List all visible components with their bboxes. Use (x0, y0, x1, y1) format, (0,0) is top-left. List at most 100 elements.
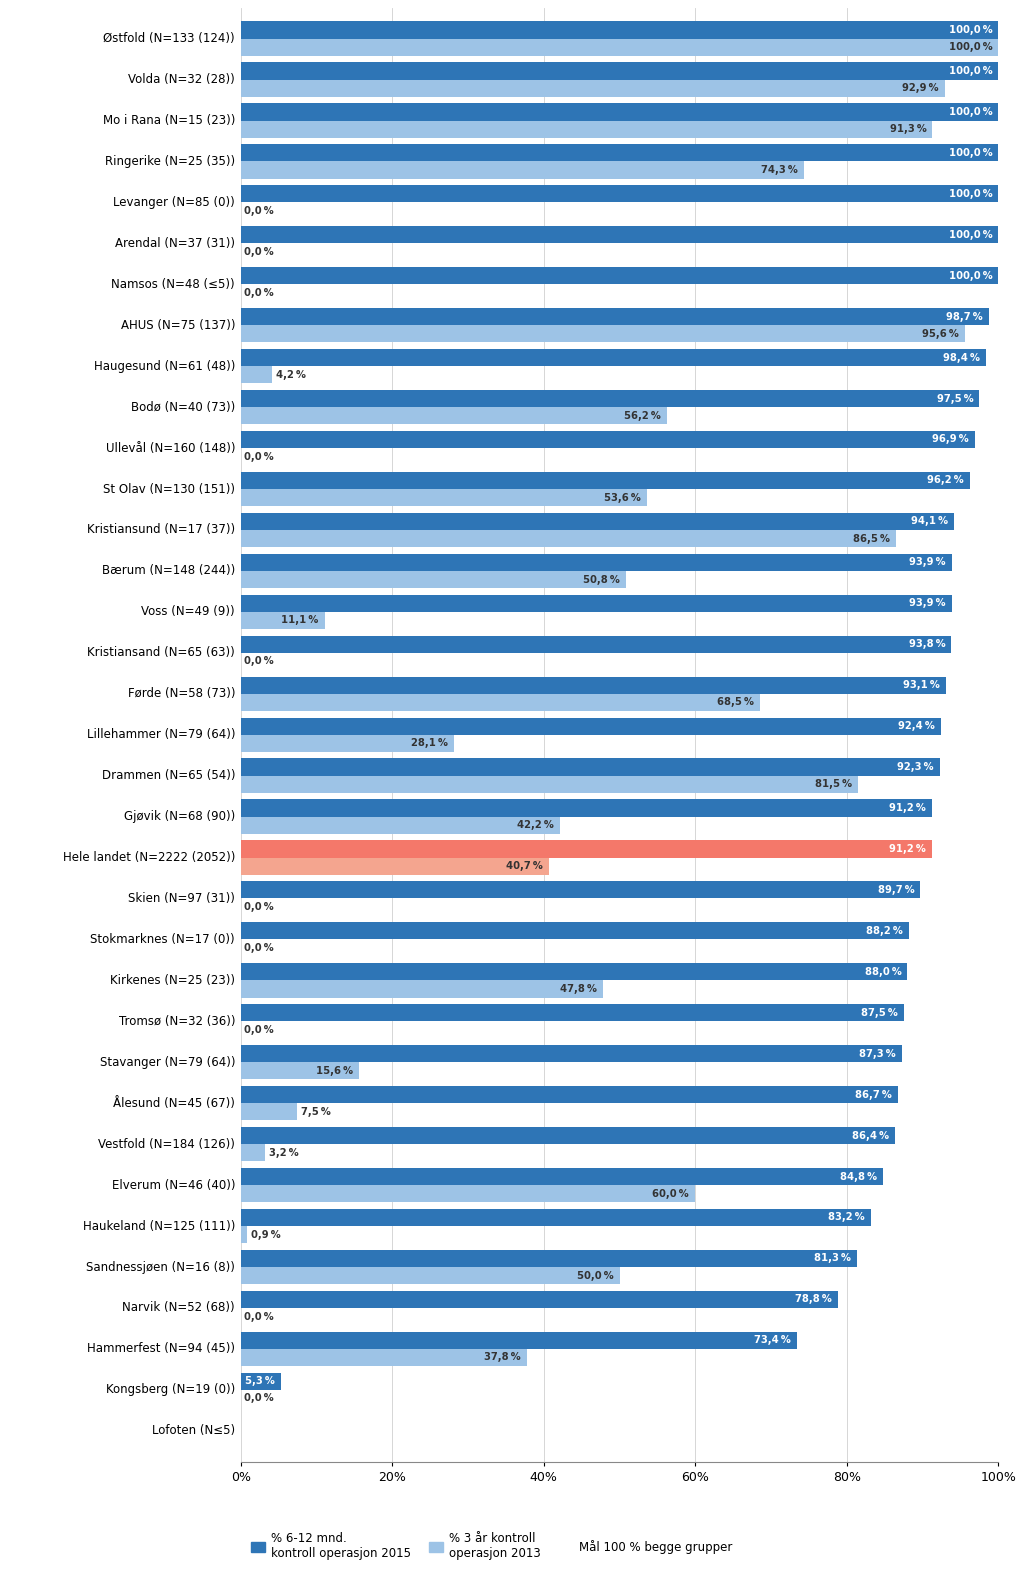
Bar (241, 431, 975, 449)
Bar (241, 594, 952, 611)
Bar (241, 1005, 904, 1021)
Bar (241, 1226, 248, 1243)
Text: 100,0 %: 100,0 % (948, 149, 992, 158)
Text: 88,0 %: 88,0 % (864, 967, 901, 976)
Bar (241, 226, 998, 243)
Bar (241, 1127, 895, 1144)
Text: 96,9 %: 96,9 % (932, 435, 969, 444)
Bar (241, 964, 907, 980)
Bar (241, 611, 325, 629)
Text: 0,0 %: 0,0 % (245, 1311, 274, 1321)
Text: 94,1 %: 94,1 % (910, 517, 947, 526)
Text: 50,8 %: 50,8 % (583, 575, 620, 585)
Text: 0,0 %: 0,0 % (245, 943, 274, 953)
Bar (241, 514, 953, 529)
Bar (241, 1291, 838, 1308)
Text: 100,0 %: 100,0 % (948, 229, 992, 240)
Text: 78,8 %: 78,8 % (795, 1294, 831, 1305)
Text: 0,0 %: 0,0 % (245, 902, 274, 912)
Text: 87,5 %: 87,5 % (861, 1008, 898, 1018)
Bar (241, 776, 858, 793)
Bar (241, 529, 896, 547)
Text: 92,4 %: 92,4 % (898, 720, 935, 732)
Bar (241, 553, 952, 570)
Bar (241, 635, 951, 653)
Text: 0,0 %: 0,0 % (245, 205, 274, 216)
Text: 0,9 %: 0,9 % (251, 1229, 281, 1240)
Text: 0,0 %: 0,0 % (245, 1025, 274, 1035)
Text: 100,0 %: 100,0 % (948, 107, 992, 117)
Bar (241, 758, 940, 776)
Bar (241, 490, 647, 506)
Text: 74,3 %: 74,3 % (761, 164, 798, 175)
Text: 0,0 %: 0,0 % (245, 288, 274, 299)
Bar (241, 676, 946, 694)
Bar (241, 349, 986, 367)
Bar (241, 1185, 695, 1202)
Bar (241, 120, 933, 137)
Bar (241, 144, 998, 161)
Bar (241, 858, 549, 875)
Text: 86,7 %: 86,7 % (855, 1090, 892, 1100)
Bar (241, 882, 921, 899)
Bar (241, 161, 804, 179)
Bar (241, 185, 998, 202)
Bar (241, 103, 998, 120)
Text: 42,2 %: 42,2 % (517, 820, 554, 830)
Text: 89,7 %: 89,7 % (878, 885, 914, 894)
Text: 91,2 %: 91,2 % (889, 803, 926, 814)
Bar (241, 1044, 902, 1062)
Legend: % 6-12 mnd.
kontroll operasjon 2015, % 3 år kontroll
operasjon 2013, Mål 100 % b: % 6-12 mnd. kontroll operasjon 2015, % 3… (247, 1528, 736, 1564)
Text: 100,0 %: 100,0 % (948, 25, 992, 35)
Text: 60,0 %: 60,0 % (652, 1188, 689, 1199)
Bar (241, 472, 970, 490)
Text: 81,5 %: 81,5 % (815, 779, 852, 790)
Text: 83,2 %: 83,2 % (828, 1212, 865, 1223)
Text: 40,7 %: 40,7 % (506, 861, 543, 871)
Text: 0,0 %: 0,0 % (245, 1394, 274, 1403)
Text: 81,3 %: 81,3 % (814, 1253, 851, 1264)
Text: 95,6 %: 95,6 % (923, 329, 959, 338)
Text: 37,8 %: 37,8 % (484, 1352, 521, 1362)
Bar (241, 325, 965, 343)
Text: 68,5 %: 68,5 % (717, 697, 754, 708)
Text: 5,3 %: 5,3 % (245, 1376, 274, 1386)
Bar (241, 923, 909, 940)
Bar (241, 1250, 857, 1267)
Bar (241, 735, 454, 752)
Bar (241, 38, 998, 55)
Text: 87,3 %: 87,3 % (859, 1049, 896, 1059)
Text: 93,8 %: 93,8 % (908, 640, 945, 649)
Text: 11,1 %: 11,1 % (282, 616, 318, 626)
Bar (241, 390, 979, 408)
Bar (241, 367, 272, 384)
Bar (241, 570, 626, 588)
Text: 91,2 %: 91,2 % (889, 844, 926, 853)
Bar (241, 1144, 265, 1161)
Bar (241, 817, 560, 834)
Text: 100,0 %: 100,0 % (948, 66, 992, 76)
Text: 100,0 %: 100,0 % (948, 270, 992, 281)
Bar (241, 1332, 797, 1349)
Bar (241, 1062, 358, 1079)
Bar (241, 308, 988, 325)
Bar (241, 694, 760, 711)
Text: 98,4 %: 98,4 % (943, 352, 980, 362)
Bar (241, 267, 998, 284)
Text: 0,0 %: 0,0 % (245, 246, 274, 258)
Text: 93,9 %: 93,9 % (909, 558, 946, 567)
Bar (241, 408, 667, 425)
Text: 56,2 %: 56,2 % (624, 411, 660, 420)
Text: 93,1 %: 93,1 % (903, 679, 940, 690)
Text: 50,0 %: 50,0 % (577, 1270, 613, 1281)
Text: 53,6 %: 53,6 % (604, 493, 641, 502)
Text: 73,4 %: 73,4 % (754, 1335, 791, 1345)
Text: 4,2 %: 4,2 % (276, 370, 306, 379)
Bar (241, 1349, 527, 1367)
Bar (241, 799, 932, 817)
Text: 98,7 %: 98,7 % (946, 311, 982, 322)
Text: 3,2 %: 3,2 % (268, 1147, 298, 1158)
Bar (241, 1373, 281, 1390)
Bar (241, 717, 941, 735)
Text: 92,9 %: 92,9 % (902, 84, 939, 93)
